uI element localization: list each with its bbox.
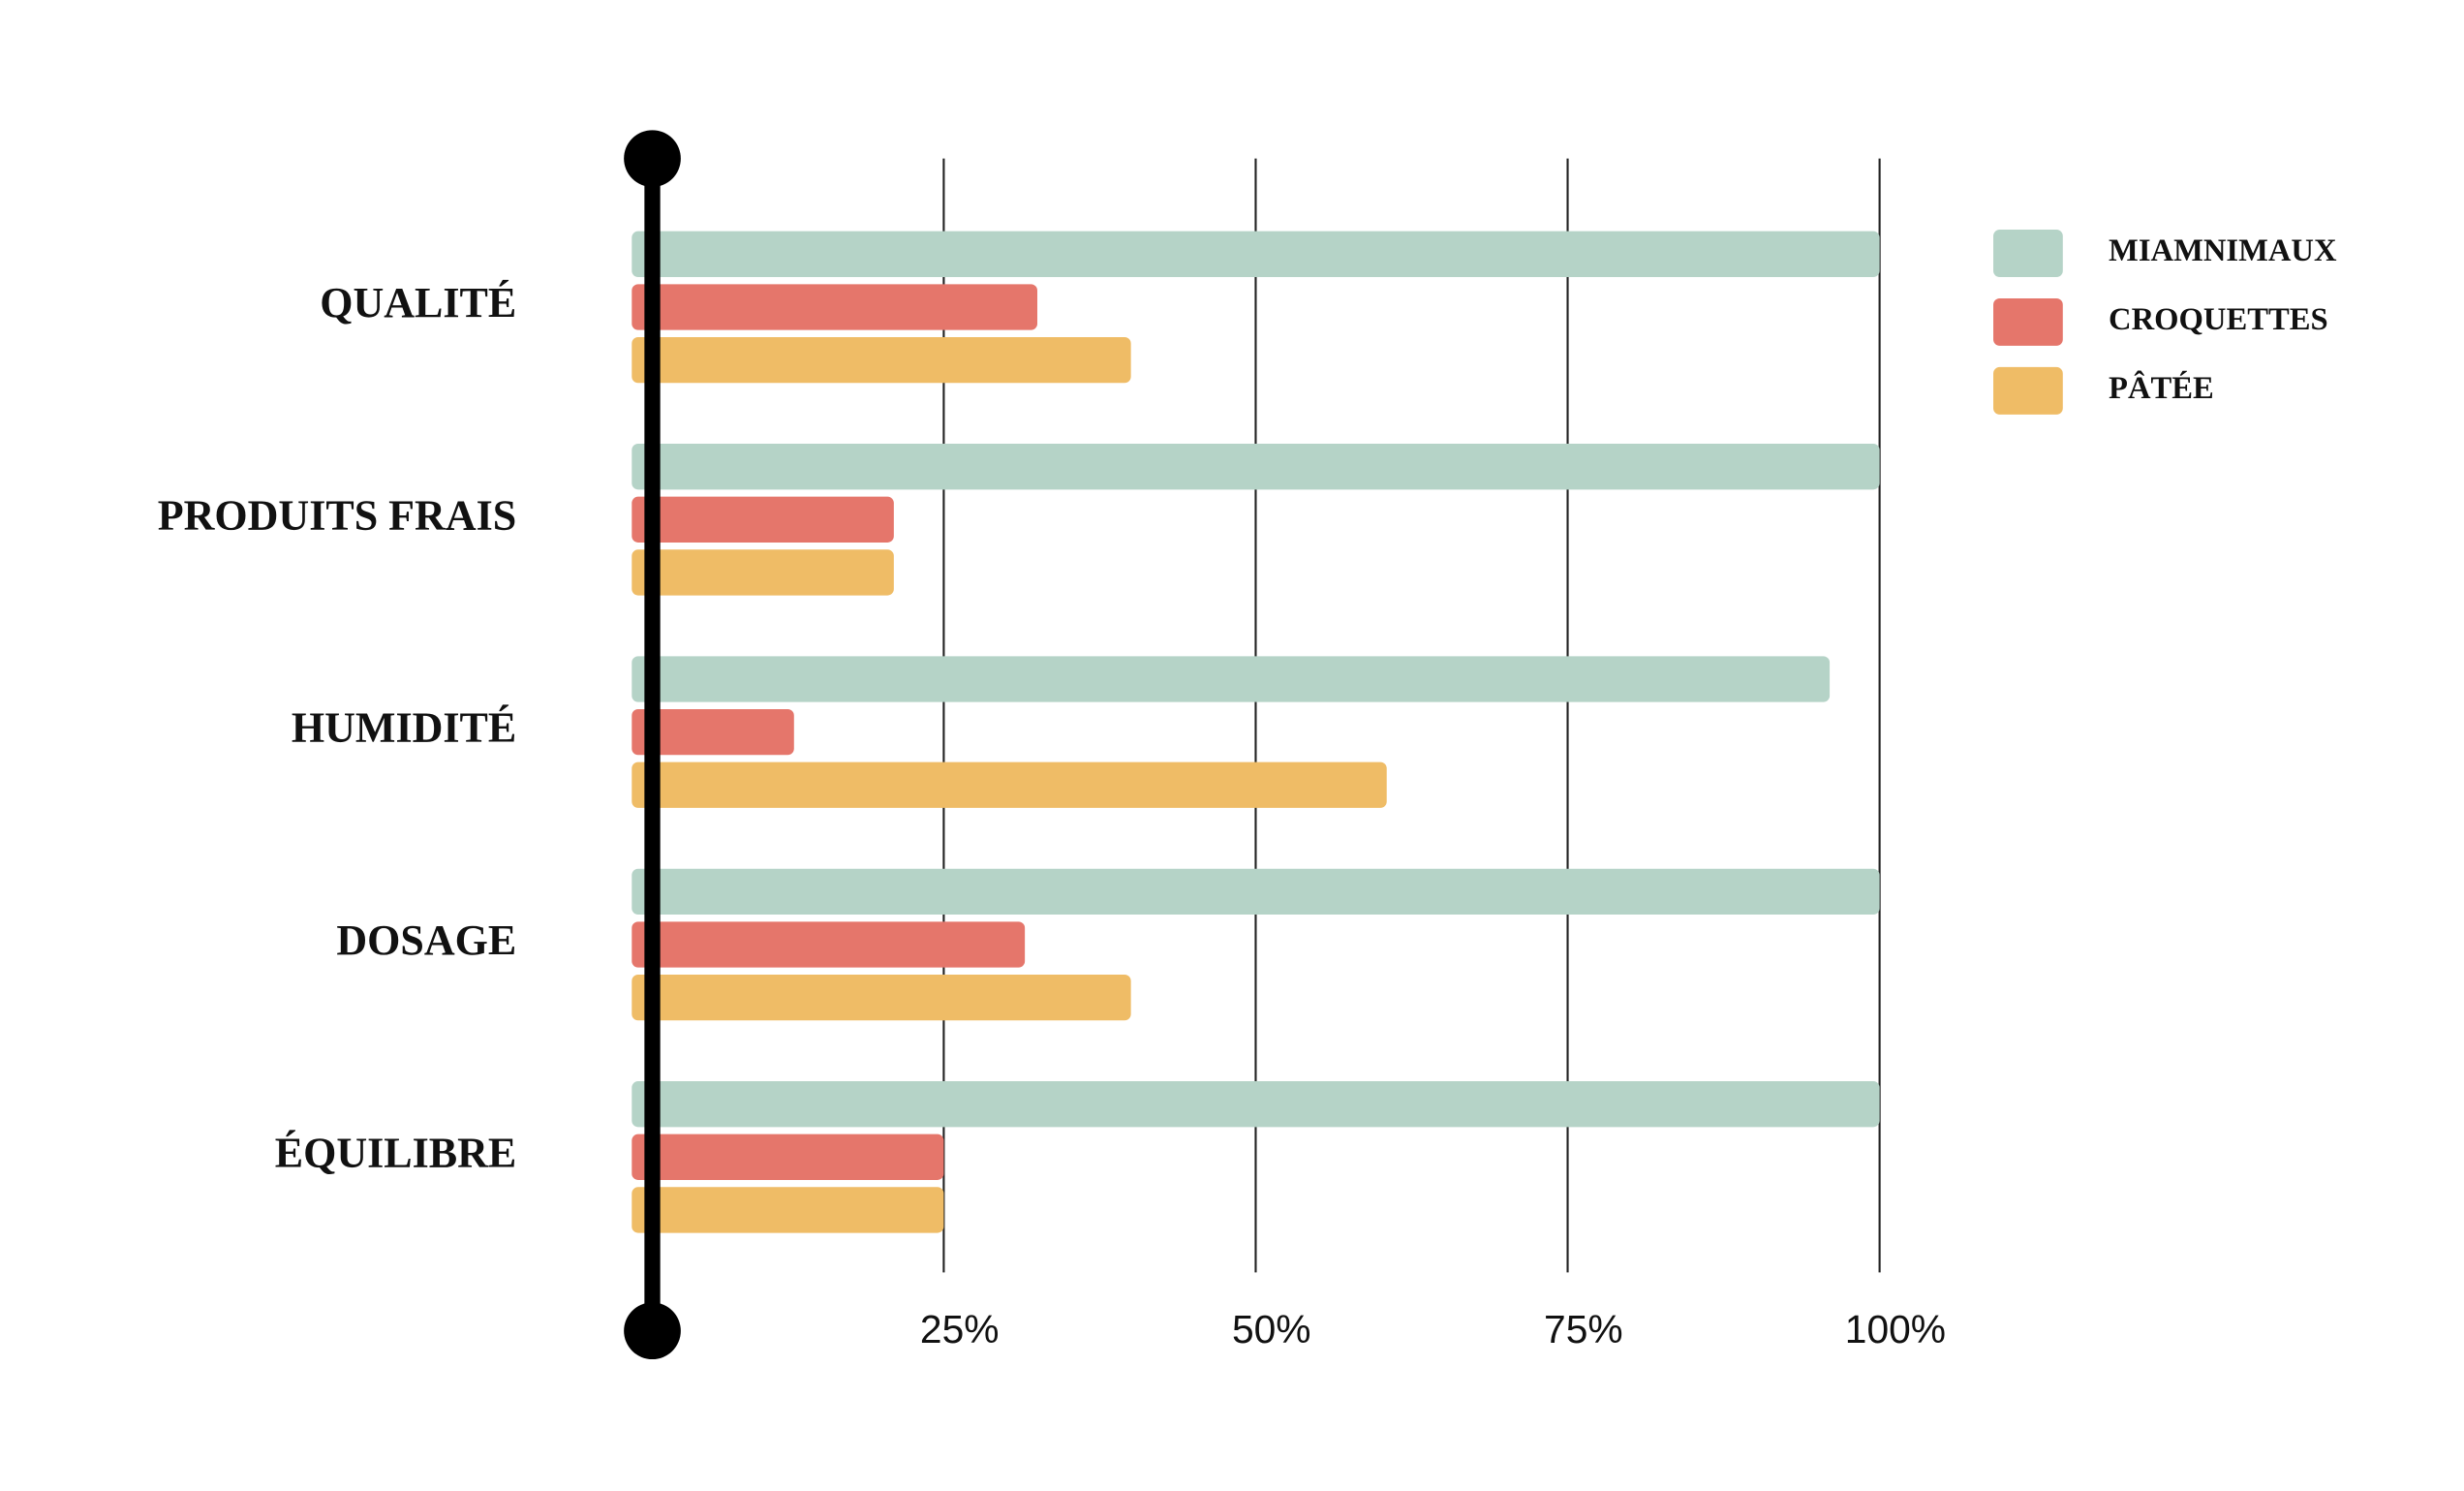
- x-tick-label: 100%: [1845, 1307, 1946, 1351]
- y-tick-label: PRODUITS FRAIS: [158, 491, 517, 539]
- x-tick-label: 75%: [1544, 1307, 1623, 1351]
- bar: [631, 284, 1038, 330]
- bar: [631, 1187, 944, 1233]
- bar: [631, 974, 1131, 1021]
- legend-label: PÂTÉE: [2109, 371, 2214, 406]
- bar: [631, 1134, 944, 1180]
- legend-swatch: [1993, 366, 2063, 415]
- legend-label: CROQUETTES: [2109, 302, 2328, 337]
- bar: [631, 1081, 1880, 1128]
- axis-cap: [624, 130, 681, 188]
- bar: [631, 921, 1026, 968]
- axis-cap: [624, 1302, 681, 1360]
- y-tick-label: QUALITÉ: [320, 279, 516, 326]
- bar: [631, 868, 1880, 915]
- bar: [631, 496, 894, 543]
- legend-swatch: [1993, 297, 2063, 346]
- bar: [631, 708, 794, 756]
- x-tick-label: 25%: [920, 1307, 1000, 1351]
- bar: [631, 656, 1831, 702]
- legend-swatch: [1993, 230, 2063, 277]
- bar: [631, 444, 1880, 490]
- legend-label: MIAMNIMAUX: [2109, 233, 2337, 268]
- bar: [631, 761, 1387, 808]
- bar: [631, 231, 1880, 277]
- y-tick-label: HUMIDITÉ: [292, 704, 516, 752]
- y-tick-label: ÉQUILIBRE: [275, 1129, 517, 1176]
- bar: [631, 549, 894, 596]
- x-tick-label: 50%: [1232, 1307, 1311, 1351]
- y-tick-label: DOSAGE: [336, 916, 516, 964]
- bar: [631, 336, 1131, 384]
